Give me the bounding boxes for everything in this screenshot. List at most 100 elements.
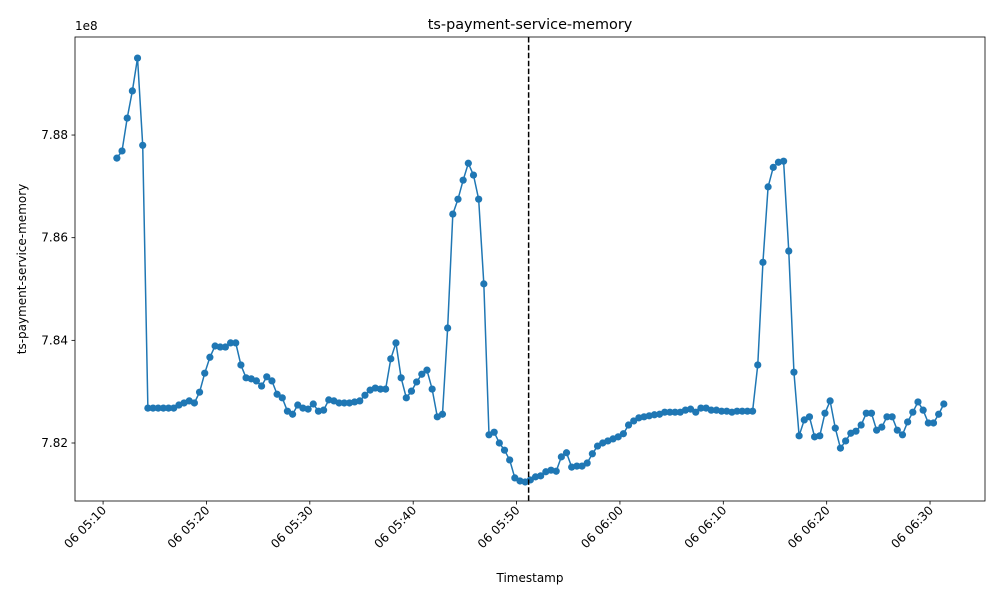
data-point (361, 391, 369, 399)
data-point (805, 413, 814, 421)
data-point (123, 114, 131, 122)
data-point (459, 176, 467, 184)
data-point (201, 369, 209, 377)
data-point (630, 417, 638, 425)
data-point (666, 408, 674, 416)
data-point (480, 280, 488, 288)
data-point (562, 449, 571, 457)
data-point (578, 462, 586, 470)
data-point (914, 398, 922, 406)
data-point (552, 467, 560, 475)
data-point (382, 385, 390, 393)
data-point (650, 411, 658, 419)
data-point (800, 416, 808, 424)
data-point (216, 343, 224, 351)
data-point (842, 437, 850, 445)
data-point (190, 399, 198, 407)
data-point (407, 387, 416, 395)
y-tick-label: 7.86 (41, 231, 68, 245)
data-point (320, 406, 328, 414)
data-point (154, 404, 162, 412)
data-point (707, 406, 715, 414)
data-point (387, 355, 395, 363)
data-point (511, 474, 519, 482)
data-point (717, 407, 726, 415)
data-point (221, 343, 230, 351)
axes-frame (74, 36, 986, 502)
data-point (862, 409, 870, 417)
data-point (413, 378, 421, 386)
data-point (537, 472, 545, 480)
data-point (816, 432, 824, 440)
data-point (252, 377, 261, 385)
data-point (164, 404, 173, 412)
data-point (661, 408, 669, 416)
data-point (919, 406, 927, 414)
data-point (149, 404, 157, 412)
data-point (583, 459, 591, 467)
data-point (904, 418, 912, 426)
data-point (619, 430, 627, 438)
y-tick-label: 7.82 (41, 436, 68, 450)
data-point (857, 421, 865, 429)
data-point (764, 183, 772, 191)
data-point (785, 247, 793, 255)
data-point (754, 361, 762, 369)
data-point (878, 423, 886, 431)
data-point (686, 405, 695, 413)
data-point (671, 408, 679, 416)
data-point (232, 339, 240, 347)
data-point (309, 400, 317, 408)
data-point (226, 339, 235, 347)
data-point (557, 453, 565, 461)
data-point (924, 419, 932, 427)
data-point (495, 439, 503, 447)
data-point (759, 258, 767, 266)
data-point (893, 426, 901, 434)
data-point (888, 413, 896, 421)
data-point (624, 421, 633, 429)
data-point (335, 399, 343, 407)
data-point (128, 87, 136, 95)
data-point (304, 405, 312, 413)
data-point (929, 419, 938, 427)
data-point (852, 427, 860, 435)
chart-title: ts-payment-service-memory (428, 17, 633, 33)
data-point (748, 407, 757, 415)
data-point (935, 410, 943, 418)
data-point (464, 159, 472, 167)
y-axis-label: ts-payment-service-memory (15, 184, 29, 355)
data-point (454, 195, 462, 203)
data-point (133, 54, 142, 62)
data-point (195, 388, 204, 396)
data-point (288, 410, 297, 418)
x-axis-label: Timestamp (496, 571, 564, 585)
data-point (449, 210, 457, 218)
data-point (397, 374, 405, 382)
data-point (340, 399, 348, 407)
data-point (376, 385, 385, 393)
data-point (883, 413, 891, 421)
data-point (418, 370, 426, 378)
data-point (283, 407, 292, 415)
data-point (428, 385, 436, 393)
data-point (113, 154, 121, 162)
data-point (469, 171, 478, 179)
data-point (490, 428, 498, 436)
data-point (444, 324, 452, 332)
data-point (506, 456, 514, 464)
data-point (573, 462, 581, 470)
data-point (769, 163, 777, 171)
data-point (438, 410, 447, 418)
data-point (294, 401, 302, 409)
y-tick-label: 7.84 (41, 333, 68, 347)
data-point (588, 450, 596, 458)
data-point (593, 442, 602, 450)
data-point (821, 409, 829, 417)
data-point (826, 397, 834, 405)
data-point (144, 404, 152, 412)
data-point (898, 431, 907, 439)
data-point (475, 195, 483, 203)
data-point (273, 390, 281, 398)
data-point (263, 373, 271, 381)
